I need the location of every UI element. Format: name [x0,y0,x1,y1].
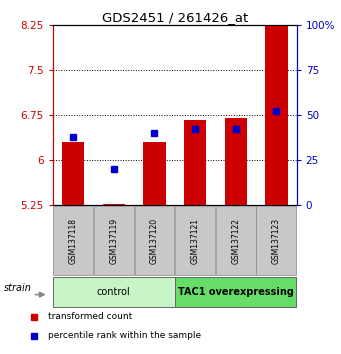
Text: GSM137123: GSM137123 [272,218,281,264]
Bar [175,277,296,307]
Text: control: control [97,287,131,297]
Bar [216,206,256,275]
Text: GSM137121: GSM137121 [191,218,199,264]
Text: transformed count: transformed count [48,312,132,321]
Bar [94,206,134,275]
Text: strain: strain [4,283,32,293]
Text: GSM137119: GSM137119 [109,218,118,264]
Title: GDS2451 / 261426_at: GDS2451 / 261426_at [102,11,248,24]
Bar [175,206,215,275]
Bar [143,142,166,205]
Bar [53,206,93,275]
Text: TAC1 overexpressing: TAC1 overexpressing [178,287,294,297]
Bar [184,120,206,205]
Text: GSM137118: GSM137118 [69,218,78,264]
Bar [256,206,296,275]
Bar [62,142,84,205]
Bar [103,204,125,205]
Bar [265,19,287,205]
Bar [53,277,175,307]
Text: GSM137120: GSM137120 [150,218,159,264]
Text: GSM137122: GSM137122 [231,218,240,264]
Text: percentile rank within the sample: percentile rank within the sample [48,331,201,340]
Bar [135,206,174,275]
Bar [224,118,247,205]
